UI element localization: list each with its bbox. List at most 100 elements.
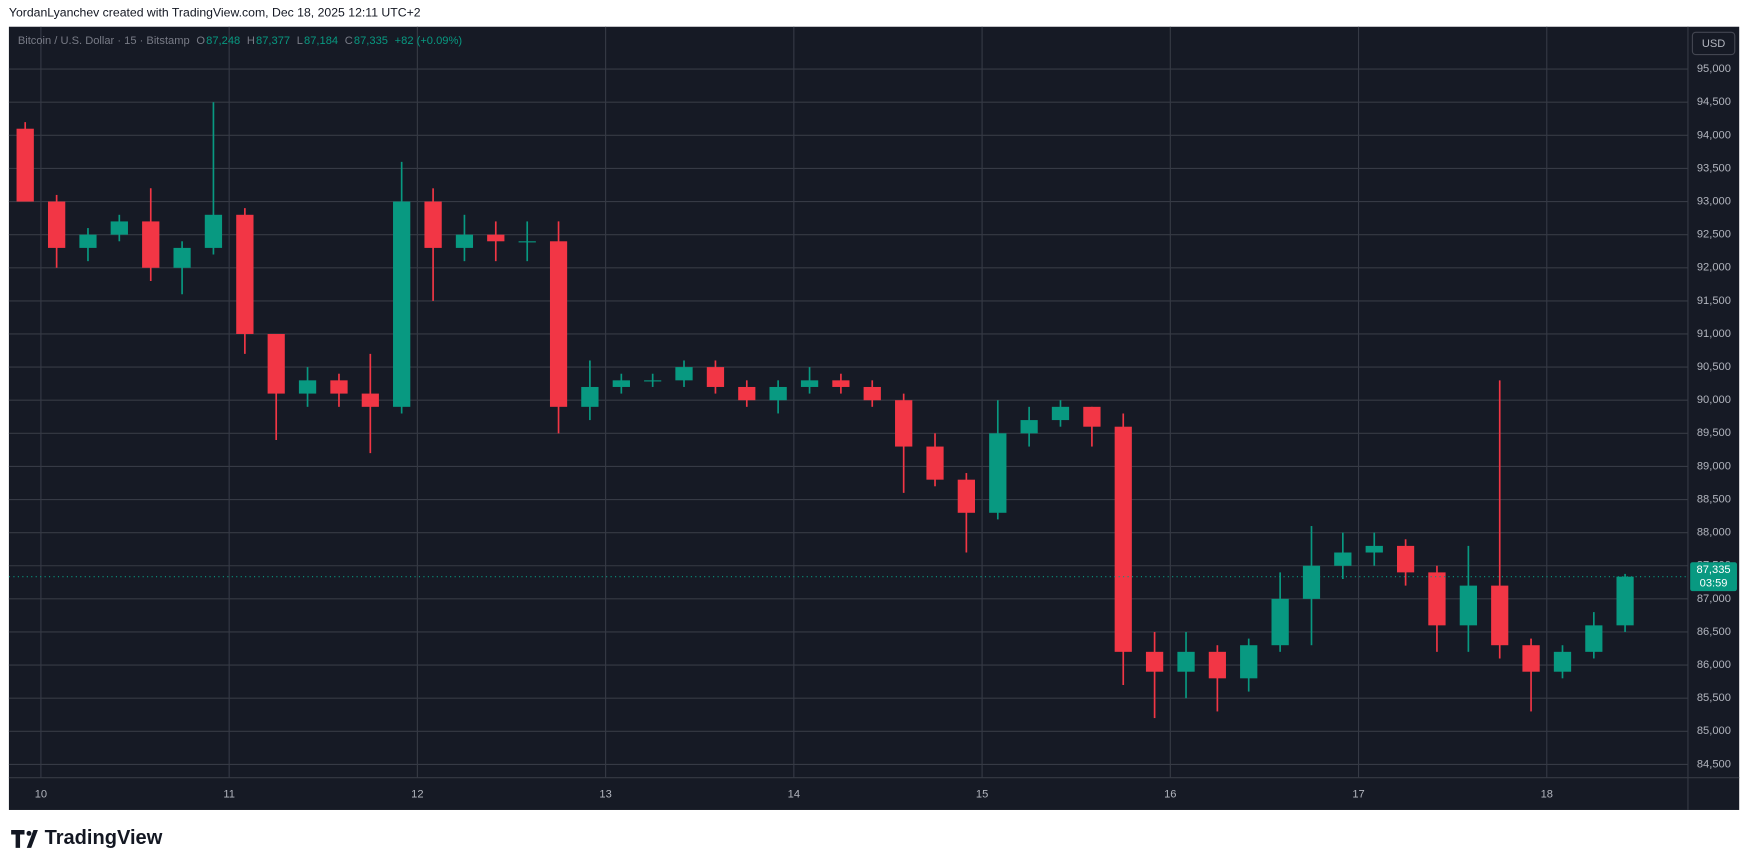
symbol-title: Bitcoin / U.S. Dollar · 15 · Bitstamp (18, 35, 190, 47)
x-tick-label: 17 (1352, 788, 1364, 800)
ohlc-value: 87,377 (256, 35, 290, 47)
x-tick-label: 13 (599, 788, 611, 800)
candle-body (1177, 651, 1195, 672)
candle-body (1585, 625, 1603, 652)
candle-body (612, 380, 630, 387)
y-tick-label: 92,500 (1697, 229, 1731, 241)
ohlc-value: 87,248 (206, 35, 240, 47)
candle-body (110, 221, 128, 235)
candle-body (361, 393, 379, 407)
candle-body (549, 241, 568, 407)
candle-body (298, 380, 317, 394)
y-tick-label: 95,000 (1697, 63, 1731, 75)
x-tick-label: 15 (976, 788, 988, 800)
candle-body (738, 386, 756, 401)
overlay: Bitcoin / U.S. Dollar · 15 · Bitstamp US… (18, 31, 1737, 592)
candle-body (1114, 426, 1132, 652)
y-tick-label: 88,000 (1697, 527, 1731, 539)
candle-body (79, 234, 97, 248)
candle-body (863, 386, 881, 401)
candle-body (957, 479, 976, 513)
candle-body (236, 214, 254, 334)
currency[interactable]: USD (1702, 38, 1726, 50)
logo-icon (11, 830, 38, 848)
candle-body (173, 247, 191, 268)
x-tick-label: 11 (223, 788, 235, 800)
candle-body (926, 446, 944, 480)
candles (8, 102, 1688, 719)
candle-body (518, 241, 536, 243)
candle-body (455, 234, 474, 248)
candle-body (1522, 645, 1540, 672)
candle-body (769, 386, 787, 401)
candle-body (832, 380, 850, 387)
y-tick-label: 85,000 (1697, 725, 1731, 737)
candle-body (1459, 585, 1478, 626)
candle-body (487, 234, 505, 242)
candle-body (1208, 651, 1226, 679)
ohlc-key: C (345, 35, 353, 47)
y-tick-label: 93,000 (1697, 195, 1731, 207)
y-tick-label: 89,000 (1697, 460, 1731, 472)
candle-body (1145, 651, 1164, 672)
footer-logo: TradingView (11, 827, 163, 849)
y-tick-label: 92,000 (1697, 262, 1731, 274)
candle-body (424, 201, 442, 248)
y-tick-label: 94,000 (1697, 129, 1731, 141)
candle-body (1553, 651, 1572, 672)
currency-button[interactable] (1691, 31, 1736, 56)
candle-body (1302, 565, 1321, 599)
y-tick-label: 86,000 (1697, 659, 1731, 671)
candle-body (1083, 406, 1101, 427)
candle-body (1428, 572, 1446, 626)
y-tick-label: 89,500 (1697, 427, 1731, 439)
candle-body (16, 128, 34, 202)
y-tick-label: 85,500 (1697, 692, 1731, 704)
x-tick-label: 16 (1164, 788, 1176, 800)
candle-body (581, 386, 599, 407)
ohlc-value: 87,335 (354, 35, 388, 47)
y-tick-label: 90,000 (1697, 394, 1731, 406)
y-tick-label: 86,500 (1697, 626, 1731, 638)
logo-dot (26, 830, 32, 836)
candle-body (1271, 598, 1289, 646)
candle-body (800, 380, 819, 387)
candle-body (1365, 545, 1383, 553)
x-tick-label: 18 (1541, 788, 1553, 800)
countdown: 03:59 (1700, 577, 1728, 589)
y-tick-label: 87,000 (1697, 593, 1731, 605)
ohlc-key: L (297, 35, 303, 47)
candle-body (1240, 645, 1258, 679)
candle-body (675, 367, 693, 381)
ohlc-key: H (247, 35, 255, 47)
x-tick-label: 12 (411, 788, 423, 800)
candle-body (895, 400, 913, 447)
y-tick-label: 90,500 (1697, 361, 1731, 373)
y-tick-label: 84,500 (1697, 758, 1731, 770)
candle-body (1397, 545, 1415, 573)
footer-brand: TradingView (45, 827, 163, 849)
ohlc-value: 87,184 (304, 35, 338, 47)
candle-body (1334, 552, 1352, 566)
candle-body (989, 433, 1007, 513)
y-tick-label: 91,000 (1697, 328, 1731, 340)
y-tick-label: 93,500 (1697, 162, 1731, 174)
change-label: +82 (+0.09%) (395, 35, 463, 47)
candle-body (644, 380, 662, 382)
candle-body (1616, 576, 1634, 626)
candle-body (267, 333, 285, 394)
candle-body (706, 367, 725, 387)
candle-body (1491, 585, 1509, 646)
header: YordanLyanchev created with TradingView.… (9, 6, 421, 20)
chart-pane (8, 26, 1740, 810)
x-tick-label: 10 (35, 788, 47, 800)
candle-body (204, 214, 223, 248)
y-tick-label: 91,500 (1697, 295, 1731, 307)
last-price-label: 87,335 (1697, 564, 1731, 576)
y-tick-label: 94,500 (1697, 96, 1731, 108)
candle-body (393, 201, 411, 407)
last-price-tag (1690, 562, 1737, 592)
candle-body (1020, 420, 1038, 434)
